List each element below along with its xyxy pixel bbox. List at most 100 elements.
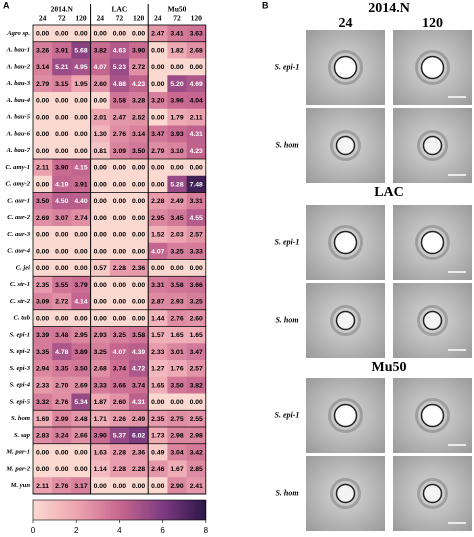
heat-cell <box>33 477 53 495</box>
heat-cell <box>186 25 207 43</box>
heat-cell <box>129 477 149 495</box>
colorbar-segment <box>119 500 123 520</box>
heat-cell <box>129 75 149 93</box>
cell-label: 0.00 <box>74 265 87 272</box>
cell-label: 0.00 <box>36 232 49 239</box>
heat-cell <box>109 242 130 260</box>
disk <box>422 483 443 504</box>
colorbar-tick-label: 0 <box>31 526 36 535</box>
heat-cell <box>71 209 91 227</box>
disk <box>335 483 356 504</box>
heat-cell <box>33 41 53 59</box>
cell-label: 2.87 <box>151 299 164 306</box>
cell-label: 2.35 <box>151 416 164 423</box>
cell-label: 0.00 <box>132 315 145 322</box>
row-label: C. str-1 <box>10 281 30 288</box>
cell-label: 3.07 <box>55 215 68 222</box>
cell-label: 2.28 <box>113 466 126 473</box>
heat-cell <box>71 75 91 93</box>
heat-cell <box>109 326 130 344</box>
cell-label: 3.26 <box>36 47 49 54</box>
cell-label: 1.65 <box>151 382 164 389</box>
heat-cell <box>148 192 168 210</box>
row-label: S. hom <box>275 488 298 497</box>
heat-cell <box>90 108 111 126</box>
disk <box>335 135 356 156</box>
cell-label: 4.39 <box>132 349 145 356</box>
colorbar-segment <box>90 500 94 520</box>
cell-label: 2.95 <box>151 215 164 222</box>
heat-cell <box>186 393 207 411</box>
heat-cell <box>109 58 130 76</box>
colorbar-segment <box>145 500 149 520</box>
disk <box>420 403 445 428</box>
heat-cell <box>52 443 72 461</box>
strain-title: LAC <box>374 185 404 200</box>
halo <box>415 50 450 85</box>
halo <box>415 225 450 260</box>
row-label: M. yun <box>10 482 31 489</box>
heat-cell <box>186 142 207 160</box>
cell-label: 7.48 <box>190 181 203 188</box>
cell-label: 0.00 <box>36 98 49 105</box>
colorbar-tick-label: 4 <box>117 526 122 535</box>
cell-label: 0.00 <box>170 165 183 172</box>
cell-label: 1.67 <box>170 466 183 473</box>
heat-cell <box>148 376 168 394</box>
heat-cell <box>167 427 187 445</box>
heat-cell <box>52 75 72 93</box>
heat-cell <box>90 125 111 143</box>
heat-cell <box>52 41 72 59</box>
heat-cell <box>33 159 53 177</box>
cell-label: 0.00 <box>94 198 107 205</box>
cell-label: 4.07 <box>151 248 164 255</box>
colorbar-segment <box>67 500 71 520</box>
cell-label: 0.00 <box>36 265 49 272</box>
cell-label: 0.00 <box>113 181 126 188</box>
heat-cell <box>52 326 72 344</box>
heat-cell <box>90 25 111 43</box>
cell-label: 0.00 <box>151 81 164 88</box>
heat-cell <box>71 477 91 495</box>
cell-label: 0.00 <box>190 165 203 172</box>
cell-label: 5.68 <box>74 47 87 54</box>
heat-cell <box>148 209 168 227</box>
heat-cell <box>109 75 130 93</box>
colorbar-segment <box>148 500 152 520</box>
cell-label: 4.23 <box>190 148 203 155</box>
cell-label: 3.50 <box>36 198 49 205</box>
heat-cell <box>71 343 91 361</box>
cell-label: 3.41 <box>170 31 183 38</box>
cell-label: 4.55 <box>190 215 203 222</box>
cell-label: 5.37 <box>113 433 126 440</box>
cell-label: 0.00 <box>170 64 183 71</box>
cell-label: 0.00 <box>151 483 164 490</box>
heat-cell <box>148 343 168 361</box>
heat-cell <box>52 192 72 210</box>
cell-label: 3.50 <box>74 366 87 373</box>
cell-label: 0.00 <box>55 232 68 239</box>
cell-label: 0.00 <box>94 282 107 289</box>
cell-label: 6.02 <box>132 433 145 440</box>
colorbar-segment <box>33 500 37 520</box>
disk <box>422 310 443 331</box>
colorbar-segment <box>153 500 158 520</box>
colorbar-segment <box>73 500 77 520</box>
cell-label: 0.00 <box>36 248 49 255</box>
cell-label: 2.36 <box>132 265 145 272</box>
heat-cell <box>167 326 187 344</box>
heat-cell <box>90 259 111 277</box>
heat-cell <box>52 477 72 495</box>
heat-cell <box>109 309 130 327</box>
heat-cell <box>186 376 207 394</box>
time-label: 120 <box>133 14 145 23</box>
cell-label: 3.50 <box>170 382 183 389</box>
heat-cell <box>186 125 207 143</box>
heat-cell <box>71 175 91 193</box>
cell-label: 3.79 <box>74 282 87 289</box>
heat-cell <box>186 75 207 93</box>
heat-cell <box>186 259 207 277</box>
heat-cell <box>52 226 72 244</box>
heat-cell <box>148 108 168 126</box>
heat-cell <box>71 393 91 411</box>
